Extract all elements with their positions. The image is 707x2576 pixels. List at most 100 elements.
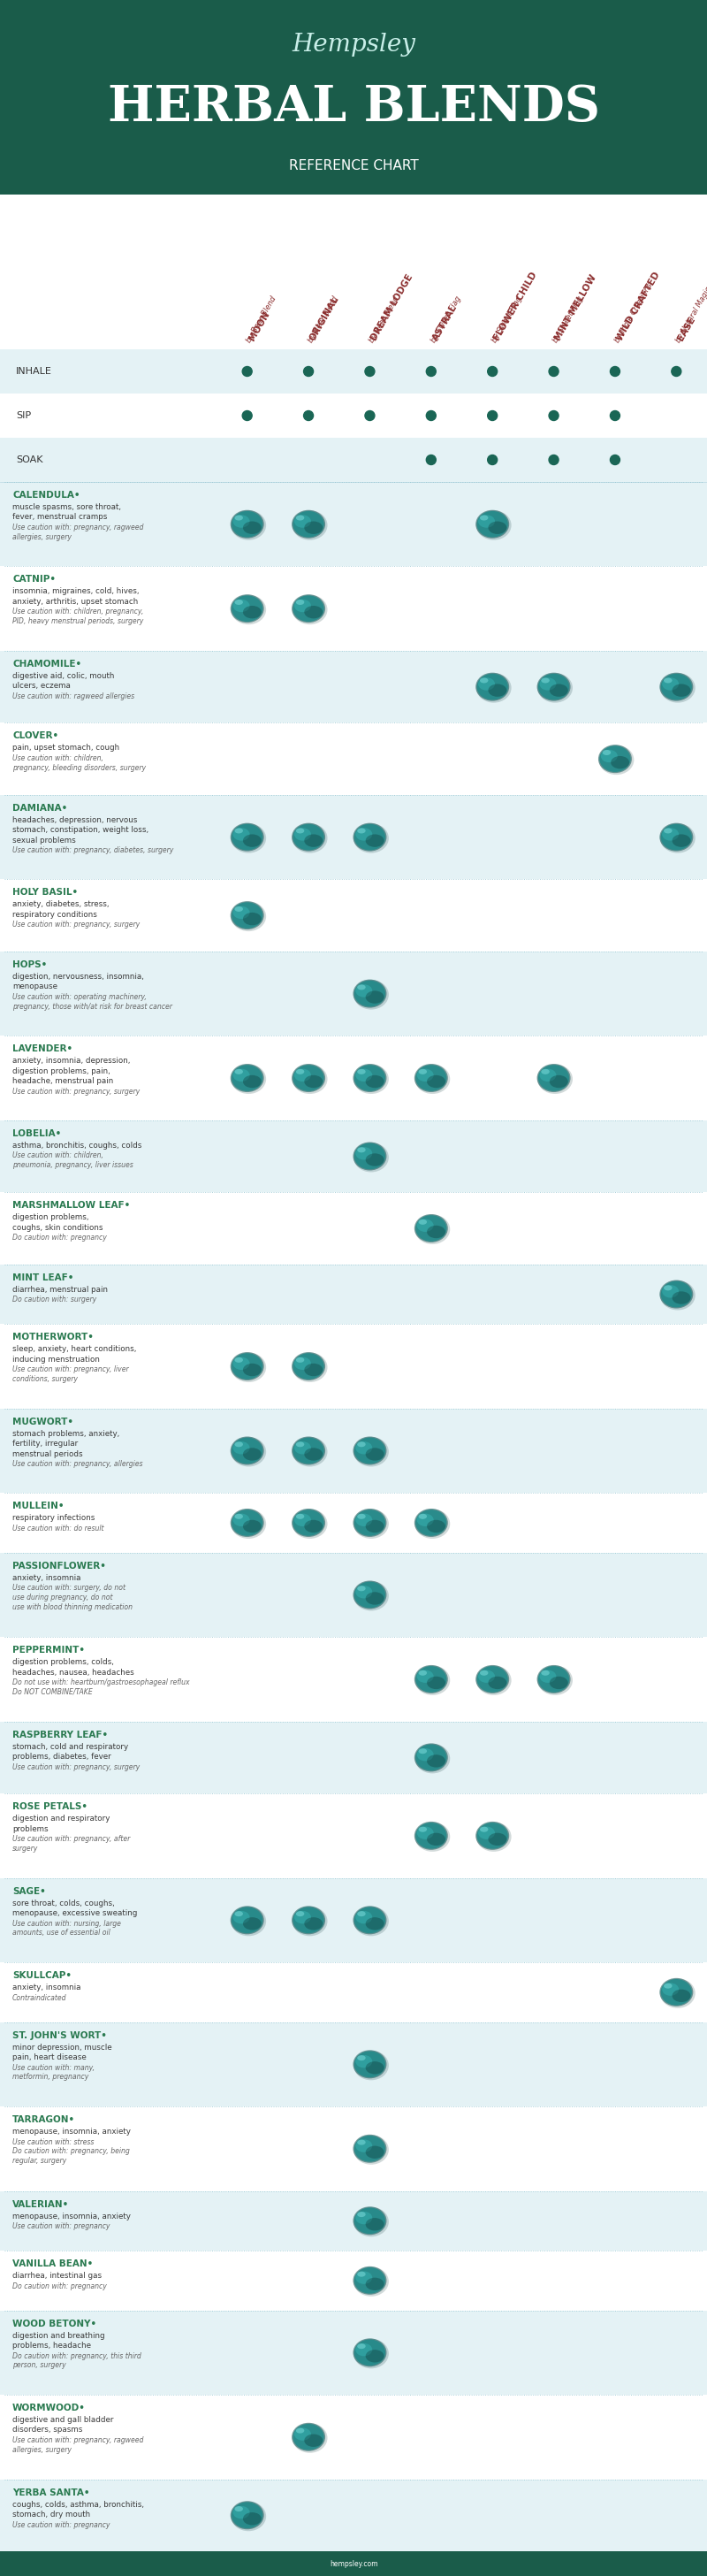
- Text: Use caution with: nursing, large
amounts, use of essential oil: Use caution with: nursing, large amounts…: [13, 1919, 121, 1937]
- Ellipse shape: [366, 2277, 384, 2290]
- Text: by Bear Blend: by Bear Blend: [307, 294, 339, 345]
- Text: ST. JOHN'S WORT•: ST. JOHN'S WORT•: [13, 2030, 107, 2040]
- Ellipse shape: [304, 1917, 323, 1929]
- Text: Do caution with: pregnancy, this third
person, surgery: Do caution with: pregnancy, this third p…: [13, 2352, 141, 2370]
- Ellipse shape: [243, 1074, 262, 1087]
- Ellipse shape: [664, 1984, 672, 1989]
- Ellipse shape: [232, 2501, 263, 2527]
- FancyBboxPatch shape: [0, 1193, 707, 1265]
- Ellipse shape: [354, 1510, 389, 1538]
- Ellipse shape: [353, 2050, 387, 2079]
- Ellipse shape: [357, 2213, 366, 2218]
- Ellipse shape: [489, 1677, 507, 1690]
- Ellipse shape: [354, 1510, 385, 1535]
- Text: CLOVER•: CLOVER•: [13, 732, 59, 739]
- Text: Hempsley: Hempsley: [292, 33, 415, 57]
- Ellipse shape: [416, 1216, 447, 1242]
- Text: anxiety, insomnia: anxiety, insomnia: [13, 1574, 81, 1582]
- Ellipse shape: [231, 1352, 266, 1383]
- Text: WILD CRAFTED: WILD CRAFTED: [615, 270, 662, 343]
- Circle shape: [365, 366, 375, 376]
- Text: digestion problems, colds,
headaches, nausea, headaches: digestion problems, colds, headaches, na…: [13, 1659, 134, 1677]
- Circle shape: [426, 410, 436, 420]
- Text: Use caution with: pregnancy, ragweed
allergies, surgery: Use caution with: pregnancy, ragweed all…: [13, 2437, 144, 2455]
- Ellipse shape: [304, 605, 323, 618]
- Ellipse shape: [417, 1826, 433, 1839]
- Ellipse shape: [366, 2349, 384, 2362]
- Text: ASTRAL: ASTRAL: [431, 304, 459, 343]
- Text: digestion problems,
coughs, skin conditions: digestion problems, coughs, skin conditi…: [13, 1213, 103, 1231]
- Text: VALERIAN•: VALERIAN•: [13, 2200, 69, 2208]
- Ellipse shape: [477, 1824, 508, 1850]
- Text: Do caution with: pregnancy: Do caution with: pregnancy: [13, 1234, 107, 1242]
- Circle shape: [243, 410, 252, 420]
- Ellipse shape: [243, 605, 262, 618]
- Ellipse shape: [232, 1437, 263, 1463]
- Ellipse shape: [415, 1510, 450, 1538]
- Text: Use caution with: pregnancy, surgery: Use caution with: pregnancy, surgery: [13, 1762, 140, 1770]
- Ellipse shape: [233, 515, 250, 528]
- Ellipse shape: [243, 912, 262, 925]
- Ellipse shape: [353, 1064, 387, 1092]
- FancyBboxPatch shape: [0, 1324, 707, 1409]
- Text: digestion, nervousness, insomnia,
menopause: digestion, nervousness, insomnia, menopa…: [13, 974, 144, 992]
- Ellipse shape: [353, 979, 387, 1007]
- Ellipse shape: [480, 515, 489, 520]
- Text: pain, upset stomach, cough: pain, upset stomach, cough: [13, 744, 119, 752]
- Ellipse shape: [427, 1677, 445, 1690]
- Ellipse shape: [366, 835, 384, 848]
- Ellipse shape: [235, 1911, 243, 1917]
- Ellipse shape: [243, 1520, 262, 1533]
- FancyBboxPatch shape: [0, 724, 707, 796]
- Ellipse shape: [293, 1352, 324, 1378]
- Ellipse shape: [660, 1978, 693, 2007]
- Ellipse shape: [477, 675, 508, 701]
- Text: RASPBERRY LEAF•: RASPBERRY LEAF•: [13, 1731, 108, 1739]
- Ellipse shape: [415, 1821, 450, 1852]
- Ellipse shape: [292, 595, 327, 623]
- Ellipse shape: [231, 595, 266, 623]
- Ellipse shape: [354, 2339, 389, 2367]
- Ellipse shape: [672, 685, 691, 696]
- Ellipse shape: [304, 520, 323, 533]
- Ellipse shape: [235, 515, 243, 520]
- Ellipse shape: [354, 1064, 389, 1095]
- Ellipse shape: [294, 1911, 311, 1924]
- Text: Use caution with: operating machinery,
pregnancy, those with/at risk for breast : Use caution with: operating machinery, p…: [13, 992, 173, 1010]
- FancyBboxPatch shape: [0, 350, 707, 482]
- Text: FLOWER CHILD: FLOWER CHILD: [492, 270, 539, 343]
- Ellipse shape: [243, 835, 262, 848]
- FancyBboxPatch shape: [0, 0, 707, 196]
- FancyBboxPatch shape: [0, 878, 707, 951]
- FancyBboxPatch shape: [0, 1793, 707, 1878]
- Text: stomach, cold and respiratory
problems, diabetes, fever: stomach, cold and respiratory problems, …: [13, 1744, 128, 1762]
- Text: insomnia, migraines, cold, hives,
anxiety, arthritis, upset stomach: insomnia, migraines, cold, hives, anxiet…: [13, 587, 139, 605]
- Ellipse shape: [366, 1448, 384, 1461]
- Ellipse shape: [232, 510, 263, 538]
- Ellipse shape: [292, 2424, 325, 2452]
- Ellipse shape: [354, 824, 385, 850]
- Ellipse shape: [232, 1352, 263, 1378]
- Ellipse shape: [296, 1358, 304, 1363]
- Text: SIP: SIP: [16, 412, 31, 420]
- Ellipse shape: [354, 979, 389, 1010]
- Ellipse shape: [230, 902, 264, 930]
- Circle shape: [488, 410, 497, 420]
- Ellipse shape: [233, 1515, 250, 1528]
- Ellipse shape: [293, 1064, 324, 1092]
- Ellipse shape: [366, 1520, 384, 1533]
- Ellipse shape: [662, 677, 679, 690]
- Ellipse shape: [537, 1664, 571, 1692]
- Ellipse shape: [476, 672, 511, 703]
- FancyBboxPatch shape: [0, 1636, 707, 1721]
- Ellipse shape: [660, 672, 693, 701]
- Ellipse shape: [537, 672, 573, 703]
- FancyBboxPatch shape: [0, 951, 707, 1036]
- Ellipse shape: [233, 827, 250, 840]
- Ellipse shape: [243, 1363, 262, 1376]
- FancyBboxPatch shape: [0, 2478, 707, 2550]
- Text: digestion and breathing
problems, headache: digestion and breathing problems, headac…: [13, 2331, 105, 2349]
- Ellipse shape: [480, 677, 489, 683]
- Ellipse shape: [304, 1448, 323, 1461]
- Ellipse shape: [476, 1664, 509, 1692]
